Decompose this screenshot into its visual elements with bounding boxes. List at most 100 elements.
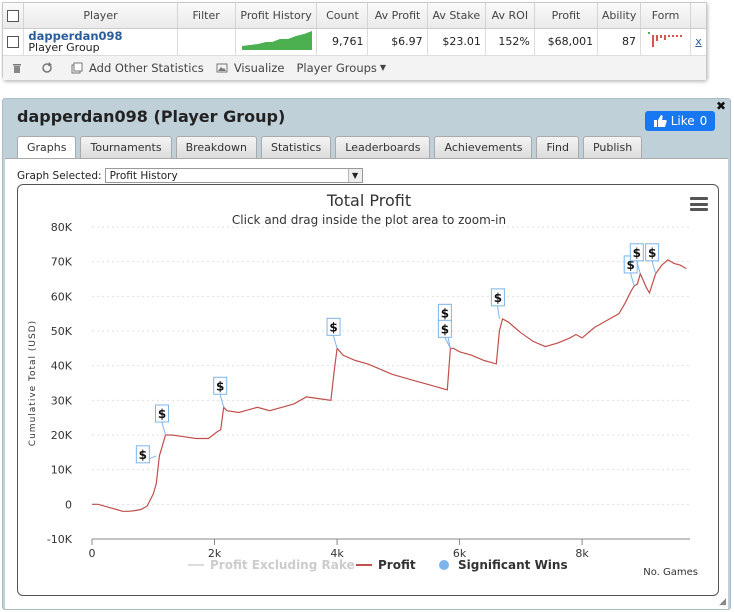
- delete-button[interactable]: [11, 62, 29, 74]
- tab-publish[interactable]: Publish: [582, 136, 643, 158]
- av-stake-cell: $23.01: [427, 28, 486, 56]
- significant-win-label: $: [633, 246, 641, 260]
- refresh-icon: [42, 61, 52, 73]
- av-profit-cell: $6.97: [367, 28, 428, 56]
- stats-toolbar: Add Other Statistics Visualize Player Gr…: [3, 55, 706, 80]
- player-group-panel: dapperdan098 (Player Group) ✖ Like 0 Gra…: [2, 98, 731, 610]
- refresh-button[interactable]: [41, 61, 59, 74]
- panel-tabs: Graphs Tournaments Breakdown Statistics …: [17, 136, 646, 158]
- close-icon[interactable]: ✖: [715, 99, 726, 113]
- legend-item: Profit Excluding Rake: [210, 558, 355, 572]
- column-header-form[interactable]: Form: [640, 3, 692, 29]
- significant-win-connector: [443, 336, 451, 349]
- filter-cell[interactable]: [177, 28, 236, 56]
- significant-win-marker: [135, 445, 150, 464]
- form-bar: [676, 35, 679, 37]
- form-bar: [680, 35, 683, 37]
- significant-win-connector: [219, 393, 225, 408]
- significant-win-label: $: [441, 322, 449, 336]
- trash-icon: [13, 63, 21, 73]
- x-tick-label: 2k: [208, 547, 222, 560]
- significant-win-marker: [645, 243, 660, 262]
- significant-win-label: $: [158, 407, 166, 421]
- column-header-filter[interactable]: Filter: [177, 3, 236, 29]
- profit-history-cell: [235, 28, 318, 56]
- player-groups-label: Player Groups: [296, 60, 377, 75]
- significant-win-label: $: [648, 246, 656, 260]
- column-header-count[interactable]: Count: [316, 3, 369, 29]
- significant-win-connector: [629, 271, 635, 287]
- significant-win-marker: [437, 319, 452, 338]
- significant-win-connector: [651, 259, 657, 274]
- tab-breakdown[interactable]: Breakdown: [175, 136, 257, 158]
- tab-find[interactable]: Find: [536, 136, 579, 158]
- form-bar: [672, 35, 675, 37]
- significant-win-connector: [161, 420, 166, 436]
- thumbs-up-icon: [653, 115, 667, 127]
- tab-statistics[interactable]: Statistics: [260, 136, 332, 158]
- significant-win-label: $: [139, 448, 147, 462]
- significant-win-connector: [635, 259, 641, 274]
- column-header-player[interactable]: Player: [23, 3, 178, 29]
- significant-win-label: $: [216, 379, 224, 393]
- significant-win-label: $: [441, 306, 449, 320]
- y-tick-label: 30K: [51, 394, 73, 407]
- player-groups-dropdown[interactable]: Player Groups ▼: [296, 61, 386, 75]
- profit-chart[interactable]: Total Profit Click and drag inside the pl…: [18, 185, 719, 596]
- column-header-remove: [690, 3, 706, 29]
- y-tick-label: 60K: [51, 290, 73, 303]
- add-other-statistics-button[interactable]: Add Other Statistics: [71, 61, 204, 75]
- visualize-button[interactable]: Visualize: [216, 60, 285, 75]
- column-header-av-roi[interactable]: Av ROI: [485, 3, 535, 29]
- ability-cell: 87: [597, 28, 642, 56]
- player-cell: dapperdan098 Player Group: [23, 28, 178, 56]
- facebook-like-button[interactable]: Like 0: [645, 111, 715, 131]
- tab-tournaments[interactable]: Tournaments: [80, 136, 172, 158]
- remove-row-link[interactable]: x: [695, 35, 702, 48]
- select-all-header[interactable]: [3, 3, 25, 29]
- av-roi-cell: 152%: [485, 28, 535, 56]
- resize-grip-icon[interactable]: ◢: [719, 597, 726, 607]
- chevron-down-icon: ▼: [347, 169, 362, 182]
- chart-menu-icon[interactable]: [690, 197, 708, 211]
- tab-graphs[interactable]: Graphs: [17, 136, 77, 158]
- profit-sparkline-area: [242, 31, 313, 50]
- profit-series-line: [92, 259, 687, 512]
- table-header-row: Player Filter Profit History Count Av Pr…: [3, 3, 706, 29]
- graph-selected-label: Graph Selected:: [17, 169, 102, 182]
- tab-achievements[interactable]: Achievements: [434, 136, 533, 158]
- visualize-label: Visualize: [233, 60, 285, 75]
- significant-win-label: $: [494, 291, 502, 305]
- form-chart: [648, 32, 683, 47]
- x-tick-label: 8k: [575, 547, 589, 560]
- form-bar: [660, 35, 663, 38]
- y-tick-label: 70K: [51, 256, 73, 269]
- tab-leaderboards[interactable]: Leaderboards: [335, 136, 431, 158]
- column-header-profit-history[interactable]: Profit History: [235, 3, 318, 29]
- y-axis-label: Cumulative Total (USD): [28, 320, 38, 446]
- image-icon: [216, 63, 228, 72]
- form-bar: [648, 32, 651, 34]
- column-header-profit[interactable]: Profit: [534, 3, 599, 29]
- like-label: Like: [670, 114, 695, 128]
- row-checkbox[interactable]: [7, 36, 20, 48]
- profit-chart-container[interactable]: Total Profit Click and drag inside the pl…: [17, 184, 719, 596]
- row-checkbox-cell[interactable]: [3, 28, 25, 56]
- significant-win-marker: [155, 404, 170, 423]
- chart-subtitle: Click and drag inside the plot area to z…: [232, 213, 506, 227]
- column-header-av-profit[interactable]: Av Profit: [367, 3, 428, 29]
- like-count: 0: [699, 114, 708, 128]
- column-header-av-stake[interactable]: Av Stake: [427, 3, 486, 29]
- player-name-link[interactable]: dapperdan098: [28, 28, 123, 43]
- column-header-ability[interactable]: Ability: [597, 3, 642, 29]
- panel-title: dapperdan098 (Player Group): [17, 107, 286, 126]
- form-bar: [652, 35, 655, 47]
- graph-select-dropdown[interactable]: Profit History ▼: [104, 168, 363, 183]
- legend-item: Significant Wins: [458, 558, 568, 572]
- significant-win-marker: [326, 317, 341, 336]
- table-row: dapperdan098 Player Group 9,761 $6.97 $2…: [3, 28, 706, 56]
- chart-title: Total Profit: [326, 191, 411, 210]
- select-all-checkbox[interactable]: [7, 9, 20, 22]
- legend-item: Profit: [378, 558, 416, 572]
- x-tick-label: 0: [89, 547, 96, 560]
